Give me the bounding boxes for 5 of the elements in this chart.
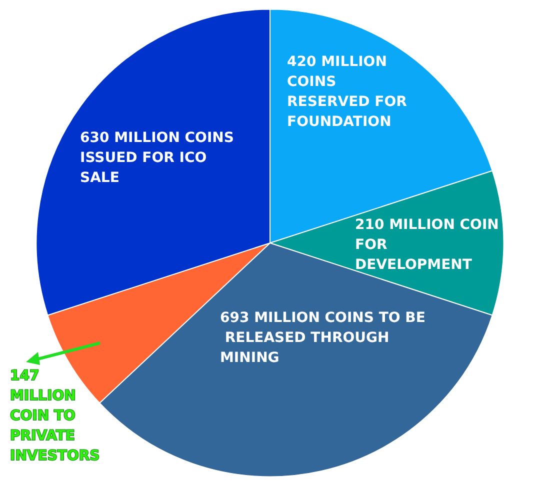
slice-label: 210 MILLION COIN FOR DEVELOPMENT xyxy=(355,217,504,273)
slice-label: 420 MILLION COINS RESERVED FOR FOUNDATION xyxy=(287,54,412,130)
slice-label: 693 MILLION COINS TO BE RELEASED THROUGH MINING xyxy=(220,310,426,366)
slice-label: 147 MILLION COIN TO PRIVATE INVESTORS xyxy=(10,368,100,464)
slice-label: 630 MILLION COINS ISSUED FOR ICO SALE xyxy=(80,130,239,186)
